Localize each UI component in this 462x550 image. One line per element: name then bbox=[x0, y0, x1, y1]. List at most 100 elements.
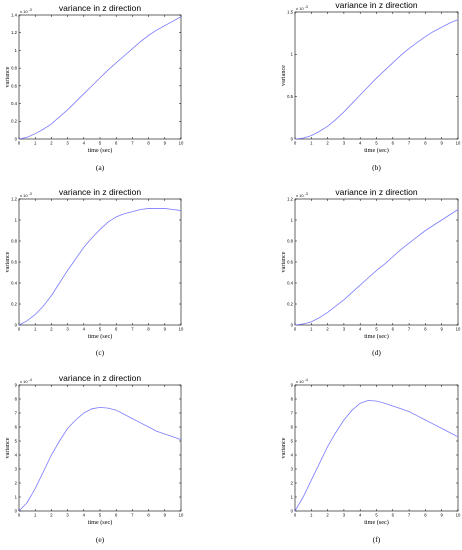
x-tick-label: 2 bbox=[50, 327, 53, 332]
x-tick-label: 10 bbox=[179, 327, 184, 332]
y-tick-label: 0 bbox=[15, 508, 18, 513]
x-tick-label: 1 bbox=[310, 327, 313, 332]
series-line-0 bbox=[294, 209, 459, 326]
y-exponent-base: x 10 bbox=[20, 9, 28, 14]
chart-panel-d: variance in z direction x 10 -3 0 1 2 3 4 5 6 7 8 9… bbox=[280, 187, 461, 357]
panel-label: (c) bbox=[96, 348, 105, 357]
y-tick-label: 7 bbox=[291, 410, 294, 415]
y-exponent-label: x 10 -3 bbox=[296, 192, 308, 198]
y-tick-label: 1 bbox=[15, 217, 18, 222]
chart-title: variance in z direction bbox=[59, 3, 141, 13]
x-tick-label: 9 bbox=[441, 327, 444, 332]
y-tick-label: 1 bbox=[15, 48, 18, 53]
y-exponent-base: x 10 bbox=[296, 379, 304, 384]
y-tick-label: 1.5 bbox=[287, 9, 293, 14]
y-axis-label: variance bbox=[4, 437, 11, 458]
y-tick-label: 9 bbox=[291, 382, 294, 387]
y-tick-label: 0.2 bbox=[287, 301, 293, 306]
y-axis-label: variance bbox=[280, 65, 287, 86]
panel-label: (b) bbox=[372, 163, 381, 172]
y-tick-label: 6 bbox=[15, 424, 18, 429]
y-exponent-base: x 10 bbox=[20, 193, 28, 198]
x-tick-label: 10 bbox=[179, 513, 184, 518]
x-tick-label: 3 bbox=[66, 141, 69, 146]
y-tick-label: 1.4 bbox=[11, 12, 17, 17]
x-axis-label: time (sec) bbox=[88, 519, 113, 526]
x-tick-label: 1 bbox=[34, 513, 37, 518]
x-tick-label: 7 bbox=[408, 327, 411, 332]
panel-label: (e) bbox=[96, 535, 105, 544]
x-tick-label: 10 bbox=[456, 513, 461, 518]
y-tick-label: 5 bbox=[15, 438, 18, 443]
y-axis-label: variance bbox=[4, 251, 11, 272]
y-tick-label: 2 bbox=[291, 480, 294, 485]
y-exponent-power: -3 bbox=[29, 192, 32, 196]
x-tick-label: 7 bbox=[131, 513, 134, 518]
x-tick-label: 9 bbox=[164, 327, 167, 332]
x-tick-label: 8 bbox=[147, 513, 150, 518]
y-exponent-label: x 10 -4 bbox=[20, 378, 32, 384]
y-tick-label: 0 bbox=[291, 136, 294, 141]
y-axis-label: variance bbox=[4, 66, 11, 87]
panel-label: (d) bbox=[372, 348, 381, 357]
x-tick-label: 0 bbox=[294, 141, 297, 146]
x-tick-label: 1 bbox=[310, 513, 313, 518]
y-tick-label: 1 bbox=[15, 494, 18, 499]
y-tick-label: 1.2 bbox=[11, 196, 17, 201]
x-axis-label: time (sec) bbox=[364, 519, 389, 526]
chart-panel-a: variance in z direction x 10 -3 0 1 2 3 4 5 6 7 8 9… bbox=[4, 3, 184, 172]
y-tick-label: 2 bbox=[15, 480, 18, 485]
y-tick-label: 0.8 bbox=[11, 238, 17, 243]
x-tick-label: 7 bbox=[131, 141, 134, 146]
x-axis-label: time (sec) bbox=[88, 147, 113, 154]
y-exponent-label: x 10 -4 bbox=[296, 378, 308, 384]
series-line-0 bbox=[294, 399, 459, 512]
x-tick-label: 3 bbox=[343, 327, 346, 332]
x-tick-label: 6 bbox=[392, 513, 395, 518]
y-exponent-label: x 10 -3 bbox=[20, 192, 32, 198]
x-tick-label: 5 bbox=[99, 327, 102, 332]
x-tick-label: 5 bbox=[99, 141, 102, 146]
x-tick-label: 4 bbox=[359, 141, 362, 146]
x-tick-label: 5 bbox=[375, 141, 378, 146]
y-tick-label: 4 bbox=[15, 452, 18, 457]
series-line-0 bbox=[18, 16, 182, 140]
chart-title: variance in z direction bbox=[59, 187, 141, 197]
x-axis-label: time (sec) bbox=[364, 333, 389, 340]
x-tick-label: 0 bbox=[18, 513, 21, 518]
y-tick-label: 8 bbox=[291, 396, 294, 401]
x-tick-label: 8 bbox=[147, 141, 150, 146]
y-tick-label: 0.4 bbox=[11, 101, 17, 106]
x-tick-label: 4 bbox=[83, 327, 86, 332]
y-tick-label: 0.6 bbox=[11, 83, 17, 88]
x-tick-label: 10 bbox=[456, 141, 461, 146]
x-tick-label: 3 bbox=[343, 141, 346, 146]
x-tick-label: 6 bbox=[392, 327, 395, 332]
y-tick-label: 0.2 bbox=[11, 119, 17, 124]
x-tick-label: 6 bbox=[115, 327, 118, 332]
y-tick-label: 0 bbox=[291, 508, 294, 513]
y-tick-label: 0.6 bbox=[287, 259, 293, 264]
panel-label: (f) bbox=[373, 535, 381, 544]
y-tick-label: 0.8 bbox=[11, 66, 17, 71]
y-exponent-power: -3 bbox=[305, 192, 308, 196]
plot-area bbox=[294, 198, 459, 326]
y-tick-label: 0.4 bbox=[11, 280, 17, 285]
y-axis-label: variance bbox=[280, 251, 287, 272]
x-tick-label: 6 bbox=[115, 513, 118, 518]
x-axis-label: time (sec) bbox=[364, 147, 389, 154]
y-tick-label: 5 bbox=[291, 438, 294, 443]
y-tick-label: 0 bbox=[15, 322, 18, 327]
x-tick-label: 4 bbox=[83, 141, 86, 146]
panel-label: (a) bbox=[96, 163, 105, 172]
x-tick-label: 7 bbox=[408, 513, 411, 518]
chart-title: variance in z direction bbox=[335, 187, 417, 197]
series-line-0 bbox=[294, 19, 459, 140]
y-tick-label: 0 bbox=[15, 136, 18, 141]
series-line-0 bbox=[18, 406, 182, 512]
x-tick-label: 1 bbox=[310, 141, 313, 146]
y-tick-label: 0.2 bbox=[11, 301, 17, 306]
x-tick-label: 5 bbox=[375, 327, 378, 332]
x-tick-label: 0 bbox=[294, 513, 297, 518]
